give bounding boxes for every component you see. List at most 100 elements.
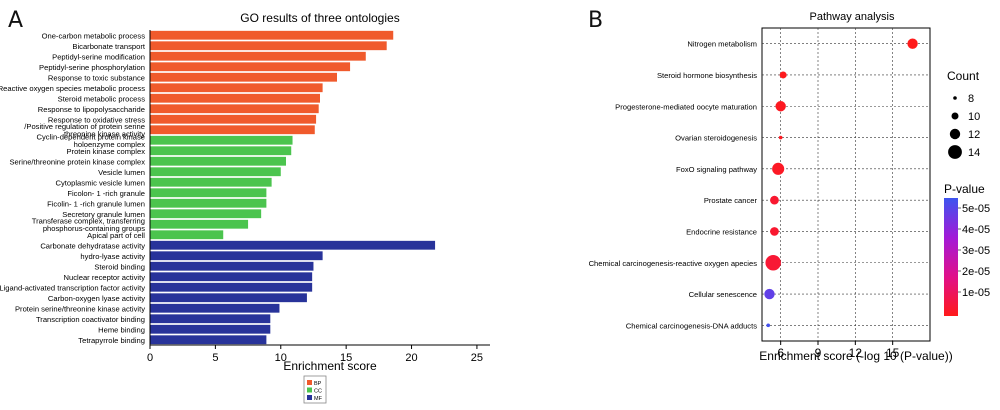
bar-label: Protein serine/threonine kinase activity — [15, 304, 145, 313]
bar-bp — [150, 72, 337, 82]
bar-label: Response to oxidative stress — [48, 115, 145, 124]
bar-label: Carbon-oxygen lyase activity — [48, 294, 145, 303]
size-legend-title: Count — [947, 69, 980, 83]
bar-label: Tetrapyrrole binding — [78, 336, 145, 345]
x-tick-label: 25 — [471, 352, 483, 364]
bar-label: Response to toxic substance — [48, 73, 145, 82]
bar-label: Serine/threonine protein kinase complex — [9, 157, 145, 166]
bar-label: Reactive oxygen species metabolic proces… — [0, 84, 145, 93]
bar-label: Bicarbonate transport — [72, 42, 145, 51]
bar-bp — [150, 41, 387, 51]
bar-cc — [150, 188, 267, 198]
bar-mf — [150, 261, 314, 271]
bubble-point — [770, 227, 779, 236]
x-axis-label: Enrichment score — [283, 359, 377, 373]
panel-label-a: A — [8, 8, 24, 33]
bar-cc — [150, 177, 272, 187]
bar-mf — [150, 272, 313, 282]
bubble-point — [764, 288, 775, 300]
bubble-point — [778, 135, 783, 140]
color-legend-label: 5e-05 — [962, 203, 990, 215]
bar-label: Protein kinase complex — [66, 147, 145, 156]
bubble-point — [775, 101, 786, 112]
bar-label: threonine kinase activity — [64, 129, 145, 138]
bubble-point — [766, 323, 771, 328]
bar-mf — [150, 240, 436, 250]
color-legend-label: 3e-05 — [962, 245, 990, 257]
color-legend-title: P-value — [944, 182, 985, 196]
pathway-label: Chemical carcinogenesis-DNA adducts — [626, 321, 757, 330]
pathway-label: Chemical carcinogenesis-reactive oxygen … — [589, 259, 758, 268]
bar-label: Steroid metabolic process — [58, 94, 146, 103]
bar-label: Ficolin- 1 -rich granule lumen — [47, 199, 145, 208]
bar-cc — [150, 198, 267, 208]
size-legend-label: 14 — [968, 147, 980, 159]
bar-label: Response to lipopolysaccharide — [38, 105, 145, 114]
bar-bp — [150, 114, 317, 124]
bar-cc — [150, 209, 262, 219]
bar-bp — [150, 62, 351, 72]
bubble-point — [907, 38, 918, 49]
bar-label: Steroid binding — [94, 262, 145, 271]
bar-label: Ligand-activated transcription factor ac… — [0, 283, 145, 292]
bar-mf — [150, 293, 307, 303]
x-tick-label: 5 — [212, 352, 218, 364]
bar-cc — [150, 219, 249, 229]
chart-title: GO results of three ontologies — [240, 11, 399, 25]
x-tick-label: 20 — [405, 352, 417, 364]
x-tick-label: 6 — [777, 346, 784, 360]
bar-mf — [150, 324, 271, 334]
bar-bp — [150, 51, 366, 61]
color-legend-label: 2e-05 — [962, 266, 990, 278]
color-legend-label: 1e-05 — [962, 287, 990, 299]
bar-cc — [150, 167, 281, 177]
bar-cc — [150, 135, 293, 145]
bar-cc — [150, 146, 292, 156]
bar-bp — [150, 93, 320, 103]
bar-label: Nuclear receptor activity — [64, 273, 146, 282]
size-legend-label: 12 — [968, 129, 980, 141]
bar-mf — [150, 251, 323, 261]
bar-label: Transferase complex, transferring — [32, 216, 145, 225]
pathway-label: Prostate cancer — [704, 196, 758, 205]
bar-label: Cytoplasmic vesicle lumen — [56, 178, 145, 187]
x-axis-label: Enrichment score (-log 10 (P-value)) — [759, 349, 952, 363]
size-legend-label: 10 — [968, 111, 980, 123]
x-tick-label: 9 — [815, 346, 822, 360]
pathway-label: Ovarian steroidogenesis — [675, 134, 757, 143]
panel-label-b: B — [588, 8, 604, 33]
bubble-point — [770, 195, 779, 205]
bar-label: Peptidyl-serine modification — [52, 52, 145, 61]
bubble-point — [772, 162, 785, 175]
bar-bp — [150, 125, 315, 135]
pathway-label: Progesterone-mediated oocyte maturation — [615, 102, 757, 111]
bar-label: holoenzyme complex — [74, 140, 146, 149]
pathway-label: Nitrogen metabolism — [687, 40, 757, 49]
bar-label: Peptidyl-serine phosphorylation — [39, 63, 145, 72]
bubble-point — [779, 71, 787, 79]
size-legend-dot — [948, 145, 962, 159]
bar-label: Secretory granule lumen — [62, 210, 145, 219]
plot-frame — [761, 27, 931, 342]
pathway-label: Steroid hormone biosynthesis — [657, 71, 757, 80]
legend-swatch-mf — [307, 395, 312, 400]
bar-cc — [150, 230, 224, 240]
pathway-label: Cellular senescence — [689, 290, 757, 299]
bar-bp — [150, 83, 323, 93]
x-tick-label: 15 — [340, 352, 352, 364]
bar-mf — [150, 335, 267, 345]
pathway-label: Endocrine resistance — [686, 227, 757, 236]
legend-swatch-bp — [307, 380, 312, 385]
x-tick-label: 0 — [147, 352, 153, 364]
pathway-label: FoxO signaling pathway — [676, 165, 757, 174]
chart-title: Pathway analysis — [810, 11, 895, 23]
size-legend-dot — [953, 96, 957, 100]
bar-label: Ficolon- 1 -rich granule — [67, 189, 145, 198]
bar-bp — [150, 104, 319, 114]
bar-mf — [150, 282, 313, 292]
legend-label: BP — [314, 381, 322, 387]
size-legend-label: 8 — [968, 93, 974, 105]
bar-label: Transcription coactivator binding — [36, 315, 145, 324]
bar-label: /Positive regulation of protein serine — [24, 122, 145, 131]
